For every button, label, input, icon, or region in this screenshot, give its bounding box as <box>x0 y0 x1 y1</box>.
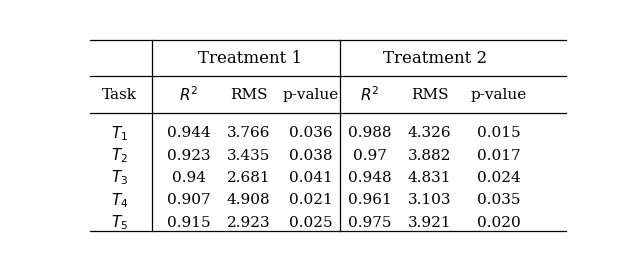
Text: 3.766: 3.766 <box>227 126 270 140</box>
Text: 0.948: 0.948 <box>348 171 392 185</box>
Text: 0.961: 0.961 <box>348 194 392 208</box>
Text: 2.923: 2.923 <box>227 216 271 230</box>
Text: 3.921: 3.921 <box>408 216 451 230</box>
Text: 0.021: 0.021 <box>289 194 333 208</box>
Text: 0.020: 0.020 <box>477 216 521 230</box>
Text: $T_3$: $T_3$ <box>111 169 128 187</box>
Text: 2.681: 2.681 <box>227 171 271 185</box>
Text: $T_4$: $T_4$ <box>111 191 129 210</box>
Text: 3.882: 3.882 <box>408 149 451 163</box>
Text: $T_2$: $T_2$ <box>111 146 128 165</box>
Text: 0.015: 0.015 <box>477 126 521 140</box>
Text: Treatment 1: Treatment 1 <box>198 50 302 67</box>
Text: 0.036: 0.036 <box>289 126 332 140</box>
Text: 0.035: 0.035 <box>477 194 521 208</box>
Text: RMS: RMS <box>411 88 449 102</box>
Text: $R^2$: $R^2$ <box>179 85 199 104</box>
Text: 0.988: 0.988 <box>348 126 392 140</box>
Text: 0.915: 0.915 <box>167 216 211 230</box>
Text: 3.103: 3.103 <box>408 194 451 208</box>
Text: 4.908: 4.908 <box>227 194 271 208</box>
Text: p-value: p-value <box>471 88 527 102</box>
Text: p-value: p-value <box>282 88 339 102</box>
Text: Treatment 2: Treatment 2 <box>383 50 486 67</box>
Text: 0.94: 0.94 <box>172 171 206 185</box>
Text: 4.326: 4.326 <box>408 126 451 140</box>
Text: 0.944: 0.944 <box>167 126 211 140</box>
Text: 4.831: 4.831 <box>408 171 451 185</box>
Text: 3.435: 3.435 <box>227 149 270 163</box>
Text: 0.038: 0.038 <box>289 149 332 163</box>
Text: 0.907: 0.907 <box>167 194 211 208</box>
Text: RMS: RMS <box>230 88 268 102</box>
Text: 0.923: 0.923 <box>167 149 211 163</box>
Text: 0.024: 0.024 <box>477 171 521 185</box>
Text: 0.025: 0.025 <box>289 216 332 230</box>
Text: 0.975: 0.975 <box>348 216 392 230</box>
Text: $R^2$: $R^2$ <box>360 85 380 104</box>
Text: 0.017: 0.017 <box>477 149 521 163</box>
Text: $T_1$: $T_1$ <box>111 124 128 143</box>
Text: 0.041: 0.041 <box>289 171 333 185</box>
Text: 0.97: 0.97 <box>353 149 387 163</box>
Text: $T_5$: $T_5$ <box>111 213 128 232</box>
Text: Task: Task <box>102 88 137 102</box>
